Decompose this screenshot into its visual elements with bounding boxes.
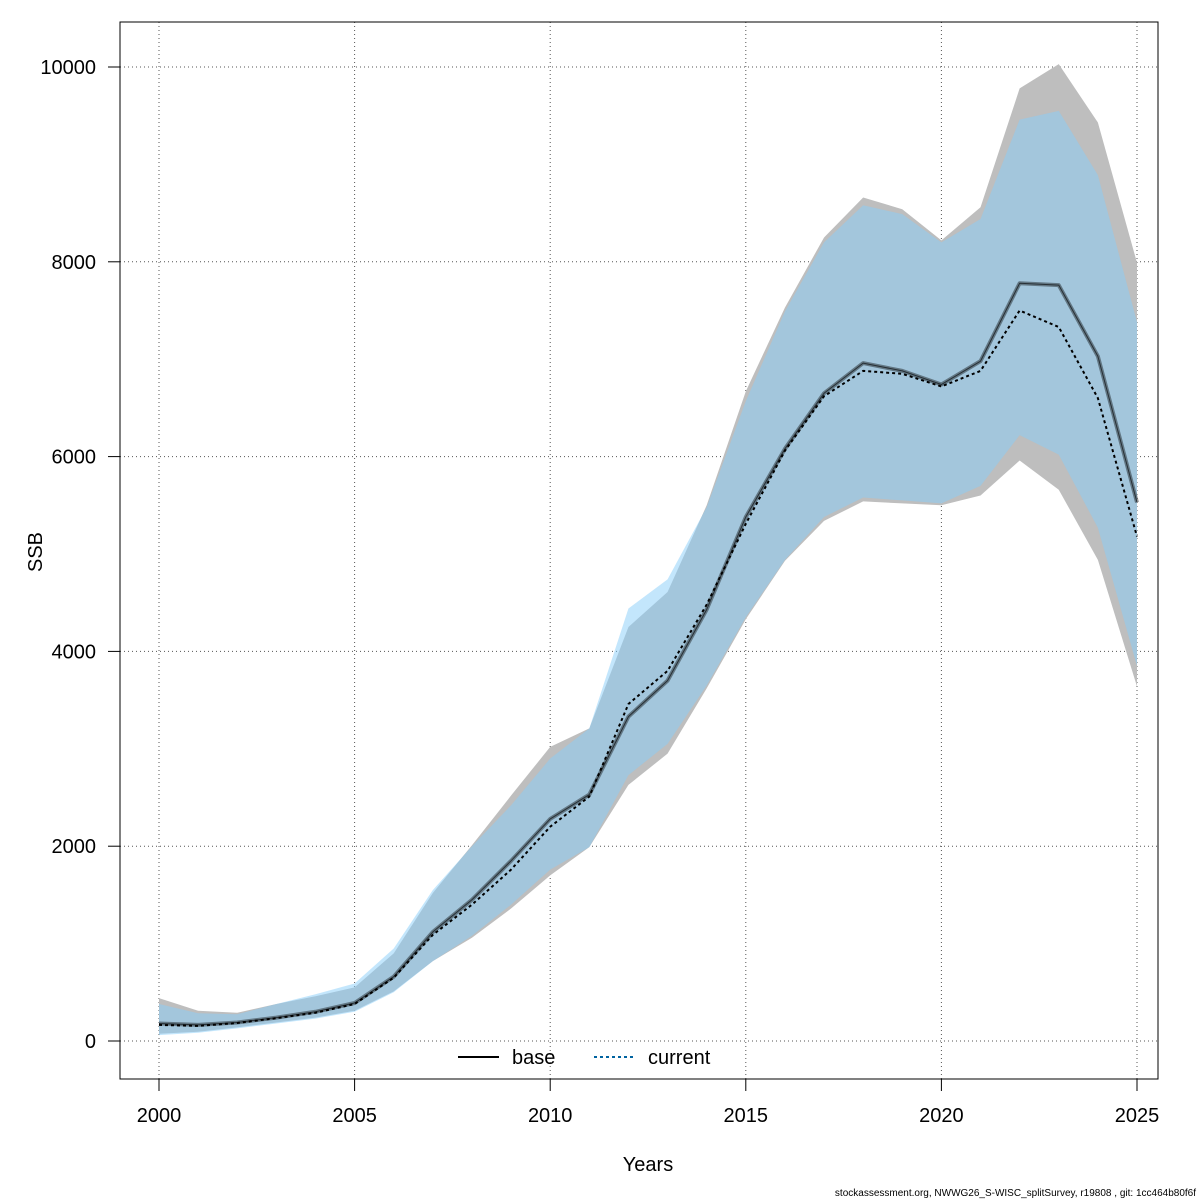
x-axis-label: Years — [623, 1154, 673, 1176]
legend: base current — [458, 1047, 711, 1069]
y-tick-label-2000: 2000 — [52, 836, 97, 858]
x-tick-label-2025: 2025 — [1115, 1105, 1160, 1127]
x-tick-label-2015: 2015 — [724, 1105, 769, 1127]
x-axis: 2000 2005 2010 2015 2020 2025 — [137, 1078, 1160, 1127]
y-axis: 0 2000 4000 6000 8000 10000 — [40, 57, 121, 1053]
x-tick-label-2000: 2000 — [137, 1105, 182, 1127]
series-lines — [158, 281, 1139, 1027]
y-axis-label: SSB — [25, 532, 47, 572]
y-tick-label-4000: 4000 — [52, 641, 97, 663]
y-tick-label-0: 0 — [85, 1031, 96, 1053]
x-tick-label-2005: 2005 — [332, 1105, 377, 1127]
band-current — [159, 110, 1137, 1036]
x-tick-label-2010: 2010 — [528, 1105, 573, 1127]
y-tick-label-6000: 6000 — [52, 447, 97, 469]
line-current — [158, 309, 1138, 1027]
y-tick-label-10000: 10000 — [40, 57, 96, 79]
y-tick-label-8000: 8000 — [52, 252, 97, 274]
x-tick-label-2020: 2020 — [919, 1105, 964, 1127]
footer-credit: stockassessment.org, NWWG26_S-WISC_split… — [835, 1188, 1196, 1199]
legend-label-base: base — [512, 1047, 555, 1069]
confidence-bands — [159, 64, 1137, 1036]
legend-label-current: current — [648, 1047, 711, 1069]
